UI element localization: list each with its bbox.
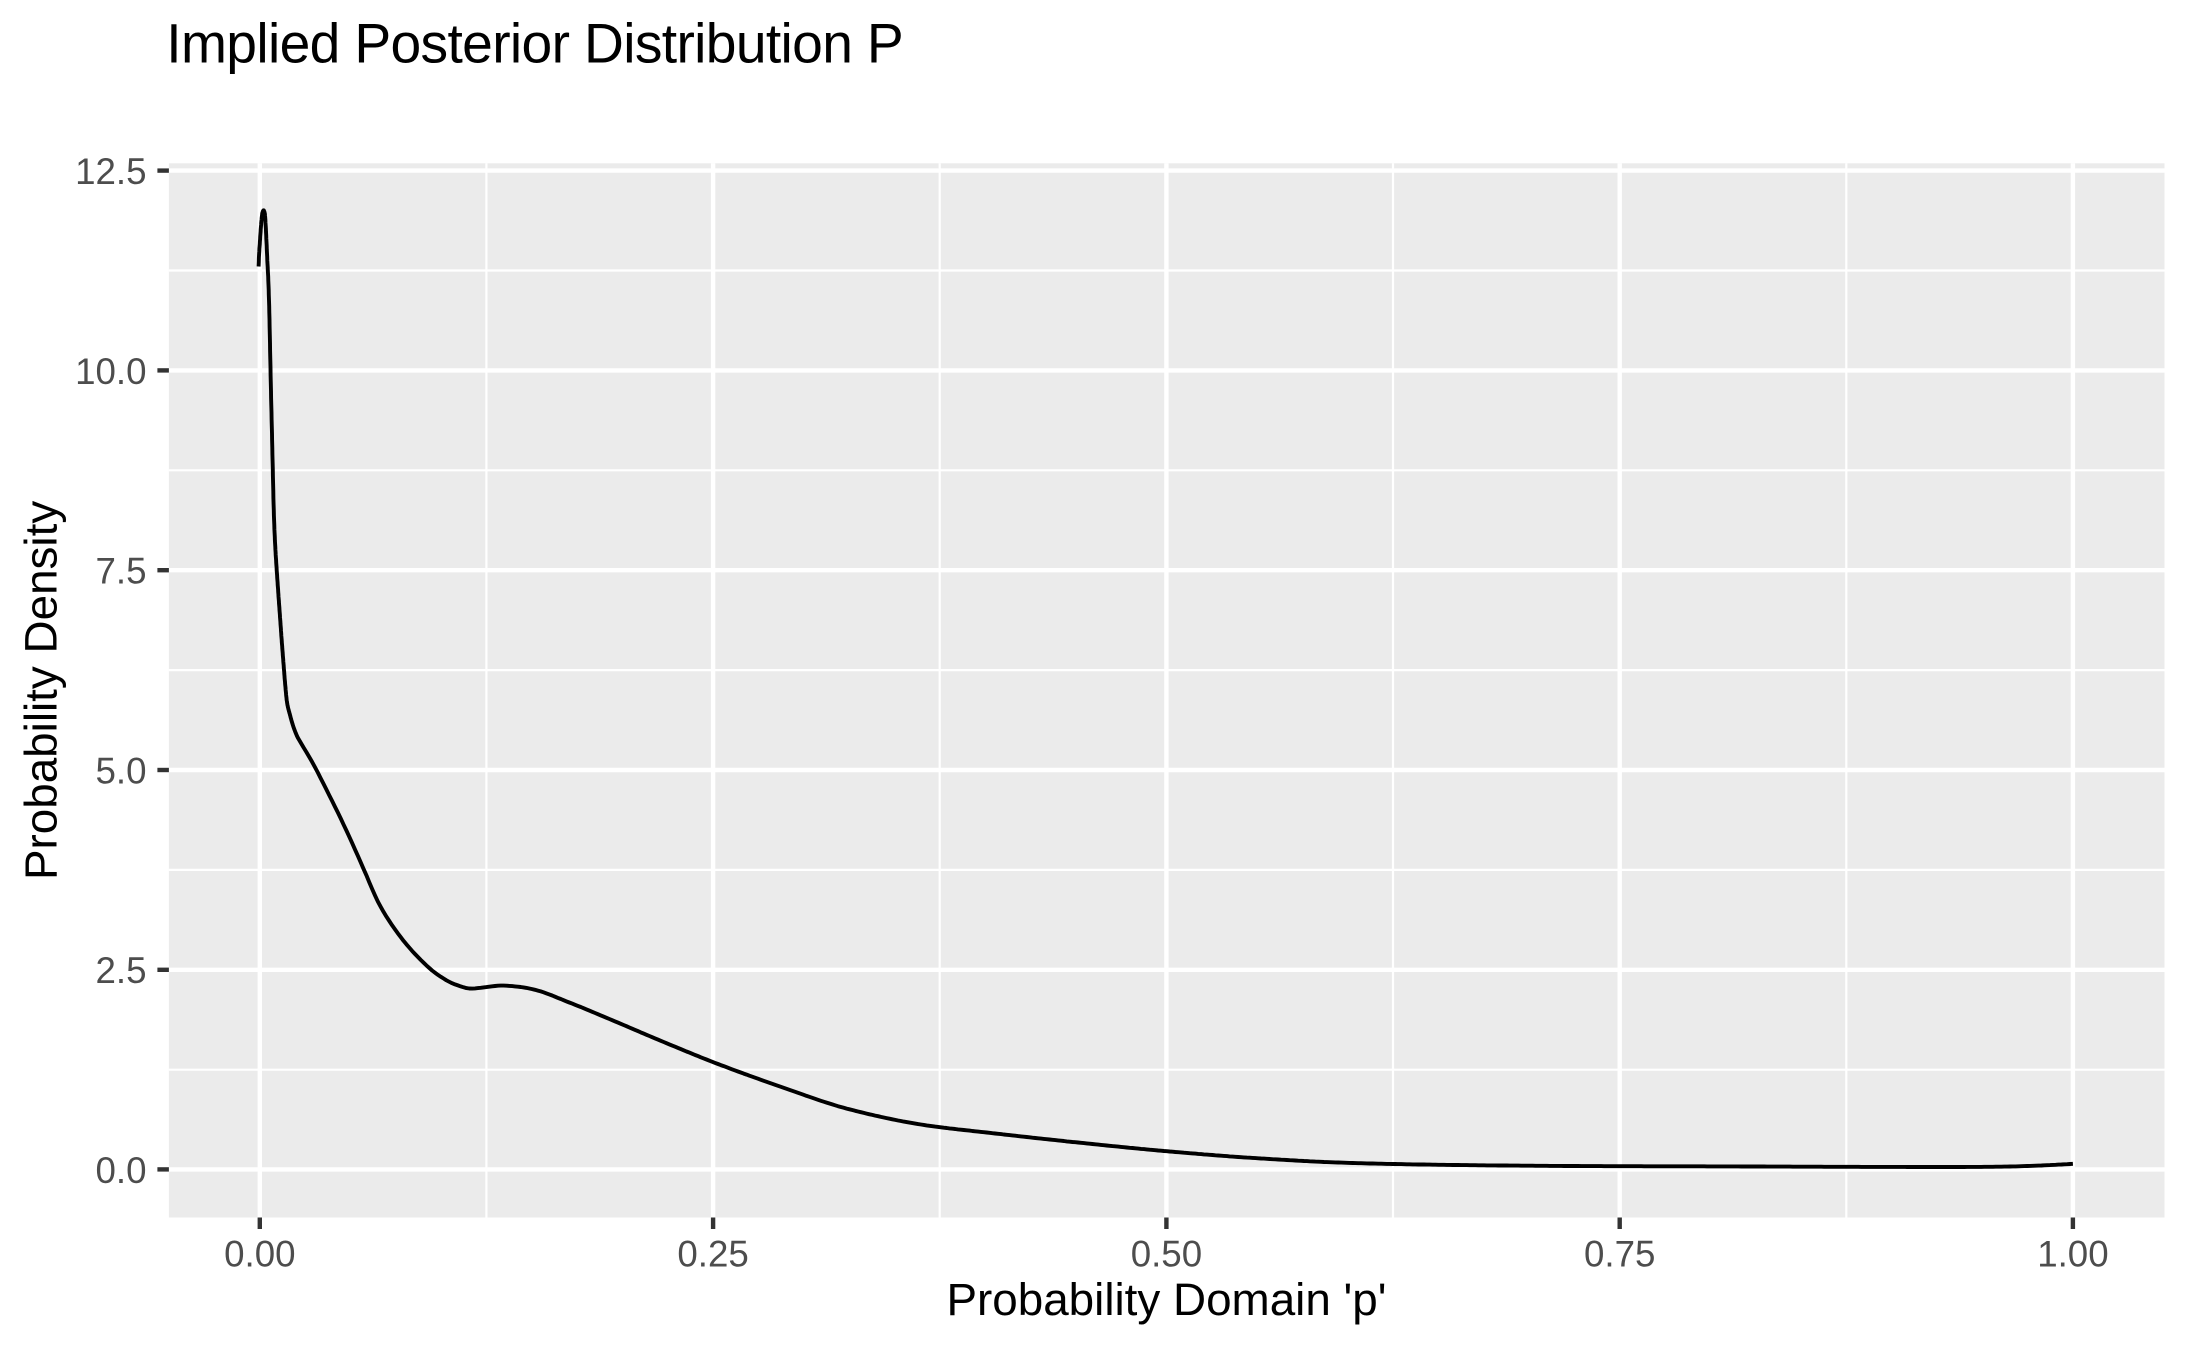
- svg-text:5.0: 5.0: [95, 750, 146, 791]
- svg-text:7.5: 7.5: [95, 551, 146, 592]
- svg-text:0.50: 0.50: [1131, 1234, 1202, 1275]
- svg-text:Probability Domain 'p': Probability Domain 'p': [946, 1274, 1386, 1325]
- svg-text:Probability Density: Probability Density: [16, 501, 67, 880]
- svg-text:0.25: 0.25: [677, 1234, 748, 1275]
- svg-text:0.75: 0.75: [1584, 1234, 1655, 1275]
- svg-text:2.5: 2.5: [95, 950, 146, 991]
- svg-text:12.5: 12.5: [75, 151, 146, 192]
- svg-text:1.00: 1.00: [2037, 1234, 2108, 1275]
- svg-text:0.00: 0.00: [224, 1234, 295, 1275]
- svg-text:Implied Posterior Distribution: Implied Posterior Distribution P: [166, 13, 903, 75]
- svg-text:10.0: 10.0: [75, 351, 146, 392]
- svg-text:0.0: 0.0: [95, 1150, 146, 1191]
